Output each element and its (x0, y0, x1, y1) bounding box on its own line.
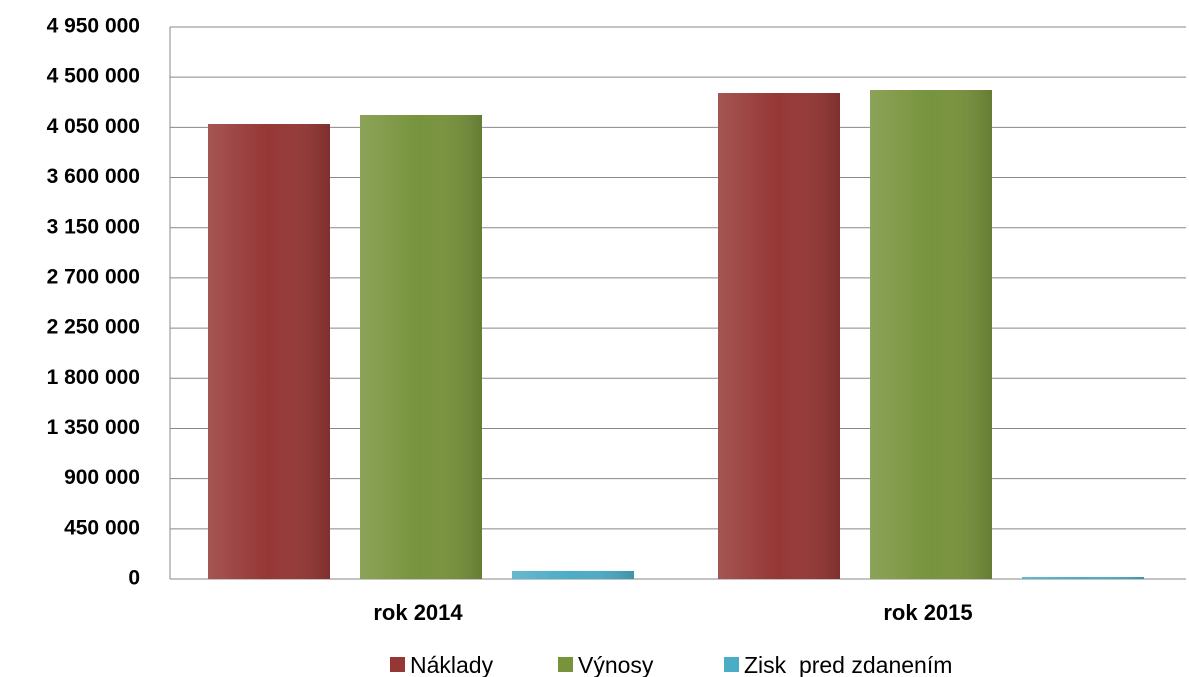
y-tick-label: 1 800 000 (47, 366, 140, 389)
legend-swatch (724, 657, 739, 672)
bar-shine (870, 90, 992, 580)
legend-label: Zisk pred zdanením (744, 652, 952, 677)
x-tick-label: rok 2015 (883, 600, 972, 625)
y-tick-label: 450 000 (64, 516, 140, 539)
y-tick-label: 1 350 000 (47, 416, 140, 439)
y-tick-label: 2 700 000 (47, 265, 140, 288)
y-tick-label: 3 600 000 (47, 165, 140, 188)
legend-label: Výnosy (578, 652, 654, 677)
bar-shine (208, 124, 330, 579)
bar-shine (1022, 576, 1144, 579)
y-tick-label: 4 950 000 (47, 15, 140, 38)
y-tick-label: 3 150 000 (47, 215, 140, 238)
bar-shine (360, 114, 482, 580)
bar-shine (512, 570, 634, 579)
legend-swatch (558, 657, 573, 672)
legend-swatch (390, 657, 405, 672)
bar-shine (718, 93, 840, 579)
y-tick-label: 4 050 000 (47, 115, 140, 138)
legend-label: Náklady (410, 652, 494, 677)
x-tick-label: rok 2014 (373, 600, 463, 625)
y-tick-label: 900 000 (64, 466, 140, 489)
y-tick-label: 4 500 000 (47, 65, 140, 88)
y-tick-label: 2 250 000 (47, 316, 140, 339)
y-tick-label: 0 (128, 567, 140, 590)
